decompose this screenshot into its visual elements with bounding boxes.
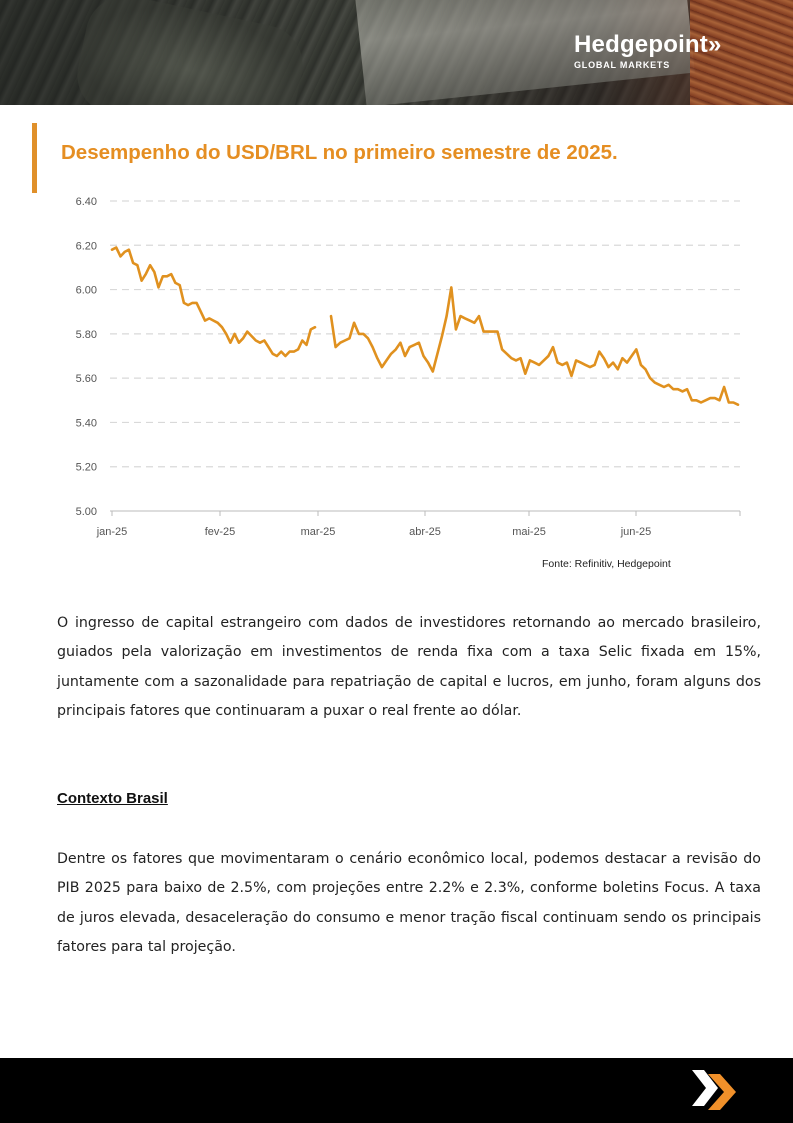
paragraph-intro: O ingresso de capital estrangeiro com da… xyxy=(57,615,761,720)
section-heading-contexto-brasil: Contexto Brasil xyxy=(57,790,168,807)
chart-source: Fonte: Refinitiv, Hedgepoint xyxy=(542,558,671,570)
x-tick-label: jan-25 xyxy=(96,526,128,538)
logo-name: Hedgepoint xyxy=(574,31,708,58)
y-tick-label: 5.00 xyxy=(76,506,97,518)
x-tick-label: fev-25 xyxy=(205,526,236,538)
hedgepoint-chevron-icon xyxy=(692,1070,736,1110)
y-tick-label: 5.60 xyxy=(76,373,97,385)
y-tick-label: 6.00 xyxy=(76,285,97,297)
usd-brl-series-line xyxy=(329,286,740,406)
paragraph-contexto-brasil: Dentre os fatores que movimentaram o cen… xyxy=(57,851,761,956)
usd-brl-series-line xyxy=(110,246,317,358)
usd-brl-line-chart: 5.00 5.20 5.40 5.60 5.80 6.00 6.20 6.40 jan-25 fe… xyxy=(76,196,741,538)
banknote-image-left xyxy=(69,0,311,105)
header-banner: Hedgepoint» GLOBAL MARKETS xyxy=(0,0,793,105)
x-tick-label: mai-25 xyxy=(512,526,546,538)
logo-arrows-icon: » xyxy=(708,31,722,58)
banknote-image-right xyxy=(690,0,793,105)
y-tick-label: 6.20 xyxy=(76,240,97,252)
x-tick-label: jun-25 xyxy=(620,526,652,538)
x-tick-label: mar-25 xyxy=(301,526,336,538)
y-tick-label: 6.40 xyxy=(76,196,97,208)
y-tick-label: 5.20 xyxy=(76,462,97,474)
page-title: Desempenho do USD/BRL no primeiro semest… xyxy=(61,141,618,164)
footer-bar xyxy=(0,1058,793,1123)
hedgepoint-logo: Hedgepoint» GLOBAL MARKETS xyxy=(574,31,722,71)
y-tick-label: 5.40 xyxy=(76,417,97,429)
y-tick-label: 5.80 xyxy=(76,329,97,341)
x-tick-label: abr-25 xyxy=(409,526,441,538)
logo-subtitle: GLOBAL MARKETS xyxy=(574,60,671,70)
title-accent-bar xyxy=(32,123,37,193)
